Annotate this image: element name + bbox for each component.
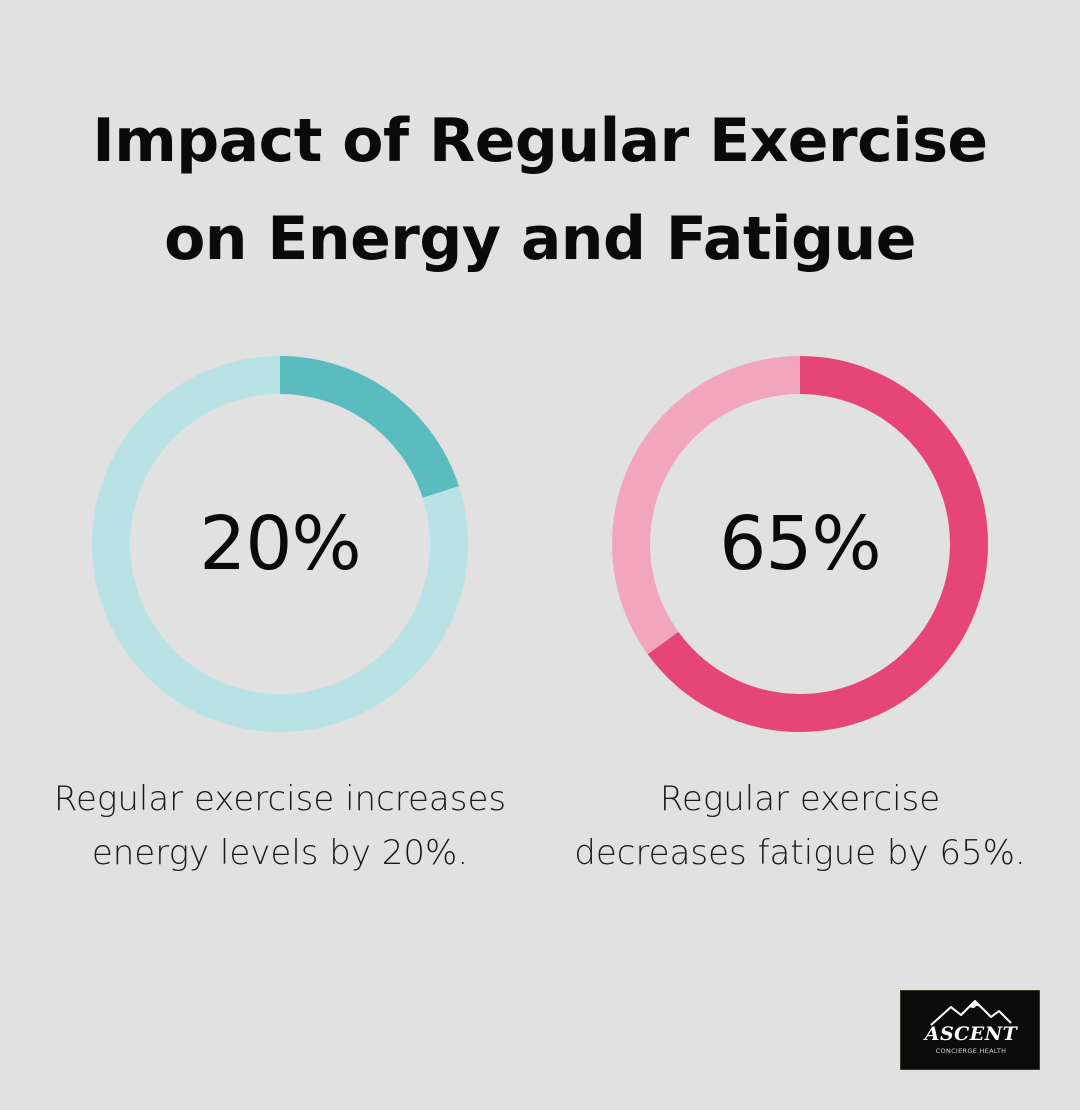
energy-donut-chart: 20% [90, 354, 470, 734]
fatigue-percent-label: 65% [719, 501, 881, 587]
energy-donut-svg [92, 356, 468, 732]
page-title: Impact of Regular Exercise on Energy and… [40, 92, 1040, 288]
energy-caption-line-2: energy levels by 20%. [91, 833, 469, 873]
fatigue-donut-value-arc [612, 356, 988, 732]
mountain-icon [930, 1000, 1012, 1026]
fatigue-caption-line-2: decreases fatigue by 65%. [574, 833, 1026, 873]
title-line-2: on Energy and Fatigue [164, 204, 916, 274]
energy-percent-label: 20% [199, 501, 361, 587]
fatigue-donut-svg [612, 356, 988, 732]
ascent-logo: ASCENT CONCIERGE HEALTH [900, 990, 1040, 1070]
logo-subtitle: CONCIERGE HEALTH [935, 1047, 1007, 1055]
logo-name: ASCENT [924, 1023, 1018, 1045]
fatigue-caption-line-1: Regular exercise [659, 779, 941, 819]
fatigue-caption: Regular exercise decreases fatigue by 65… [550, 772, 1050, 880]
energy-donut-value-arc [92, 356, 468, 732]
fatigue-donut-chart: 65% [610, 354, 990, 734]
energy-caption: Regular exercise increases energy levels… [30, 772, 530, 880]
title-line-1: Impact of Regular Exercise [92, 106, 988, 176]
energy-caption-line-1: Regular exercise increases [53, 779, 507, 819]
